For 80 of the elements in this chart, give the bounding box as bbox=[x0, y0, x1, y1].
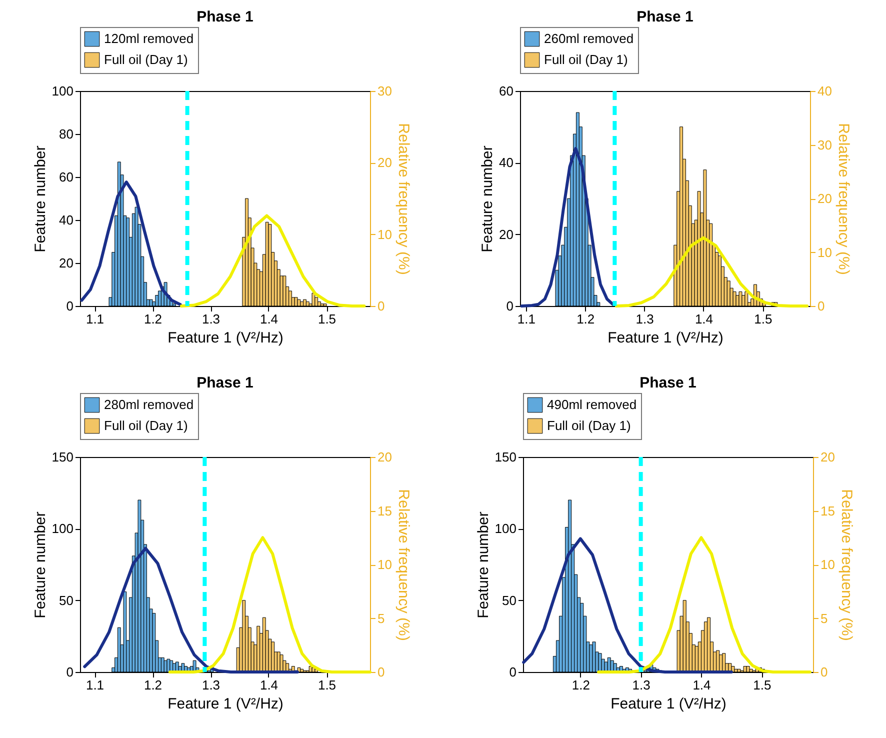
chart-title: Phase 1 bbox=[636, 8, 693, 26]
y2-tick-label: 15 bbox=[820, 503, 835, 518]
y-tick-label: 100 bbox=[52, 521, 74, 536]
x-tick-label: 1.2 bbox=[144, 678, 162, 692]
y-axis-title: Feature number bbox=[32, 146, 49, 252]
chart-title: Phase 1 bbox=[196, 374, 254, 392]
y-tick-label: 0 bbox=[66, 298, 74, 314]
y2-tick-label: 30 bbox=[817, 137, 832, 152]
x-tick-label: 1.2 bbox=[144, 312, 162, 326]
y2-tick-label: 5 bbox=[820, 610, 828, 626]
y-tick-label: 20 bbox=[498, 226, 513, 242]
y2-tick-label: 20 bbox=[378, 155, 392, 170]
y-tick-label: 40 bbox=[59, 212, 74, 228]
y2-tick-label: 40 bbox=[817, 84, 832, 98]
x-tick-label: 1.5 bbox=[318, 312, 336, 326]
x-tick-label: 1.4 bbox=[260, 678, 278, 692]
y2-axis-title: Relative frequency (%) bbox=[394, 123, 412, 275]
x-tick-label: 1.3 bbox=[202, 312, 220, 326]
y-tick-label: 80 bbox=[59, 126, 74, 142]
x-tick-label: 1.1 bbox=[86, 678, 104, 692]
y2-tick-label: 20 bbox=[817, 191, 832, 206]
legend-label: Full oil (Day 1) bbox=[104, 418, 188, 433]
chart-title: Phase 1 bbox=[196, 8, 254, 26]
x-tick-label: 1.1 bbox=[516, 312, 535, 326]
x-tick-label: 1.3 bbox=[202, 678, 220, 692]
y2-tick-label: 10 bbox=[817, 244, 832, 260]
legend-label: Full oil (Day 1) bbox=[104, 52, 188, 67]
y-tick-label: 50 bbox=[59, 592, 74, 608]
x-tick-label: 1.4 bbox=[260, 312, 278, 326]
y-axis-title: Feature number bbox=[478, 146, 496, 252]
y-tick-label: 0 bbox=[509, 664, 516, 680]
y-tick-label: 100 bbox=[494, 521, 516, 536]
y2-tick-label: 10 bbox=[820, 557, 835, 572]
y2-tick-label: 30 bbox=[378, 84, 392, 98]
y2-tick-label: 0 bbox=[820, 664, 828, 680]
legend-label: 490ml removed bbox=[547, 397, 637, 412]
y2-tick-label: 10 bbox=[378, 557, 392, 572]
chart-title: Phase 1 bbox=[640, 374, 696, 392]
legend-label: 120ml removed bbox=[104, 31, 194, 46]
y2-tick-label: 20 bbox=[820, 450, 835, 464]
x-tick-label: 1.5 bbox=[753, 678, 772, 692]
y2-tick-label: 0 bbox=[378, 298, 385, 314]
y-tick-label: 40 bbox=[498, 155, 513, 170]
y-tick-label: 20 bbox=[59, 256, 74, 270]
y-tick-label: 50 bbox=[502, 592, 516, 608]
y2-tick-label: 0 bbox=[817, 298, 824, 314]
y-tick-label: 60 bbox=[59, 170, 74, 184]
y-tick-label: 0 bbox=[506, 298, 513, 314]
y-tick-label: 150 bbox=[494, 450, 516, 464]
y-tick-label: 0 bbox=[66, 664, 74, 680]
x-tick-label: 1.2 bbox=[576, 312, 594, 326]
y2-tick-label: 5 bbox=[378, 610, 385, 626]
legend-label: 260ml removed bbox=[544, 31, 634, 46]
x-axis-title: Feature 1 (V²/Hz) bbox=[168, 696, 284, 712]
y-tick-label: 60 bbox=[498, 84, 513, 98]
legend-label: Full oil (Day 1) bbox=[547, 418, 631, 433]
y-axis-title: Feature number bbox=[32, 512, 49, 618]
y2-axis-title: Relative frequency (%) bbox=[834, 123, 852, 275]
y2-tick-label: 0 bbox=[378, 664, 385, 680]
legend-label: 280ml removed bbox=[104, 397, 194, 412]
y2-tick-label: 15 bbox=[378, 503, 392, 518]
y2-axis-title: Relative frequency (%) bbox=[394, 489, 412, 641]
x-tick-label: 1.1 bbox=[86, 312, 104, 326]
y2-tick-label: 20 bbox=[378, 450, 392, 464]
x-axis-title: Feature 1 (V²/Hz) bbox=[607, 330, 723, 346]
legend-label: Full oil (Day 1) bbox=[544, 52, 628, 67]
y-axis-title: Feature number bbox=[474, 512, 492, 618]
x-axis-title: Feature 1 (V²/Hz) bbox=[610, 696, 726, 712]
x-tick-label: 1.5 bbox=[318, 678, 336, 692]
x-tick-label: 1.2 bbox=[572, 678, 590, 692]
x-tick-label: 1.3 bbox=[632, 678, 650, 692]
y2-tick-label: 10 bbox=[378, 226, 392, 242]
x-tick-label: 1.3 bbox=[635, 312, 654, 326]
x-tick-label: 1.4 bbox=[692, 678, 711, 692]
x-tick-label: 1.5 bbox=[754, 312, 772, 326]
y-tick-label: 100 bbox=[52, 84, 74, 98]
y2-axis-title: Relative frequency (%) bbox=[838, 489, 855, 641]
x-tick-label: 1.4 bbox=[694, 312, 713, 326]
y-tick-label: 150 bbox=[52, 450, 74, 464]
x-axis-title: Feature 1 (V²/Hz) bbox=[168, 330, 284, 346]
